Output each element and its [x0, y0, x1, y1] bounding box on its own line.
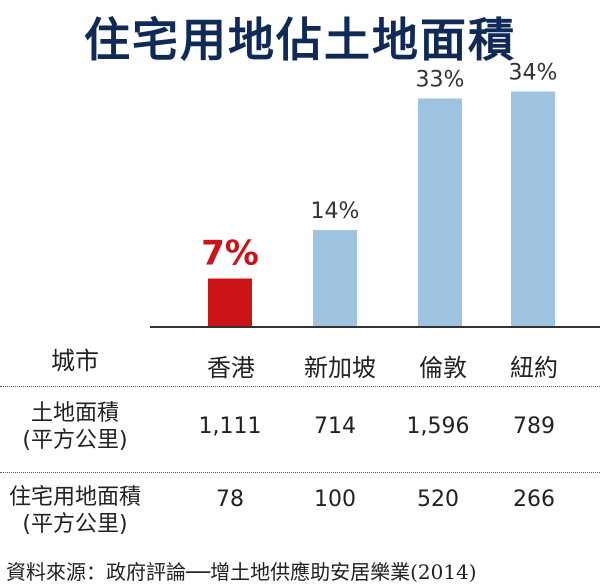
bar-value-label: 34% — [509, 61, 558, 86]
bar-2 — [313, 230, 357, 327]
table-cell: 1,111 — [198, 414, 262, 439]
table-cell: 789 — [513, 414, 555, 439]
table-cell: 1,596 — [406, 414, 470, 439]
source-note: 資料來源：政府評論──增土地供應助安居樂業(2014) — [6, 560, 477, 584]
table-cell: 520 — [417, 487, 459, 512]
chart-title: 住宅用地佔土地面積 — [84, 13, 516, 67]
bar-value-label: 7% — [201, 234, 259, 274]
table-header-cell: 倫敦 — [419, 354, 467, 382]
row-label-line1: 住宅用地面積 — [8, 485, 141, 510]
table-cell: 714 — [314, 414, 356, 439]
table-header-cell: 新加坡 — [304, 354, 376, 382]
table-header-label: 城市 — [51, 347, 99, 375]
table-cell: 266 — [513, 487, 555, 512]
row-label-line1: 土地面積 — [30, 401, 119, 426]
bar-1 — [208, 278, 252, 327]
bar-4 — [511, 91, 555, 327]
table-divider — [0, 472, 600, 473]
row-label-line2: (平方公里) — [22, 512, 128, 537]
table-divider — [0, 386, 600, 387]
bar-value-label: 33% — [416, 67, 465, 92]
bar-chart: 7% 14% 33% 34% — [150, 61, 600, 328]
table-cell: 78 — [216, 487, 244, 512]
table-header-cell: 香港 — [207, 354, 255, 382]
bar-3 — [418, 98, 462, 327]
table-cell: 100 — [314, 487, 356, 512]
bar-value-label: 14% — [311, 199, 360, 224]
table-header-cell: 紐約 — [510, 354, 558, 382]
row-label-line2: (平方公里) — [22, 428, 128, 453]
